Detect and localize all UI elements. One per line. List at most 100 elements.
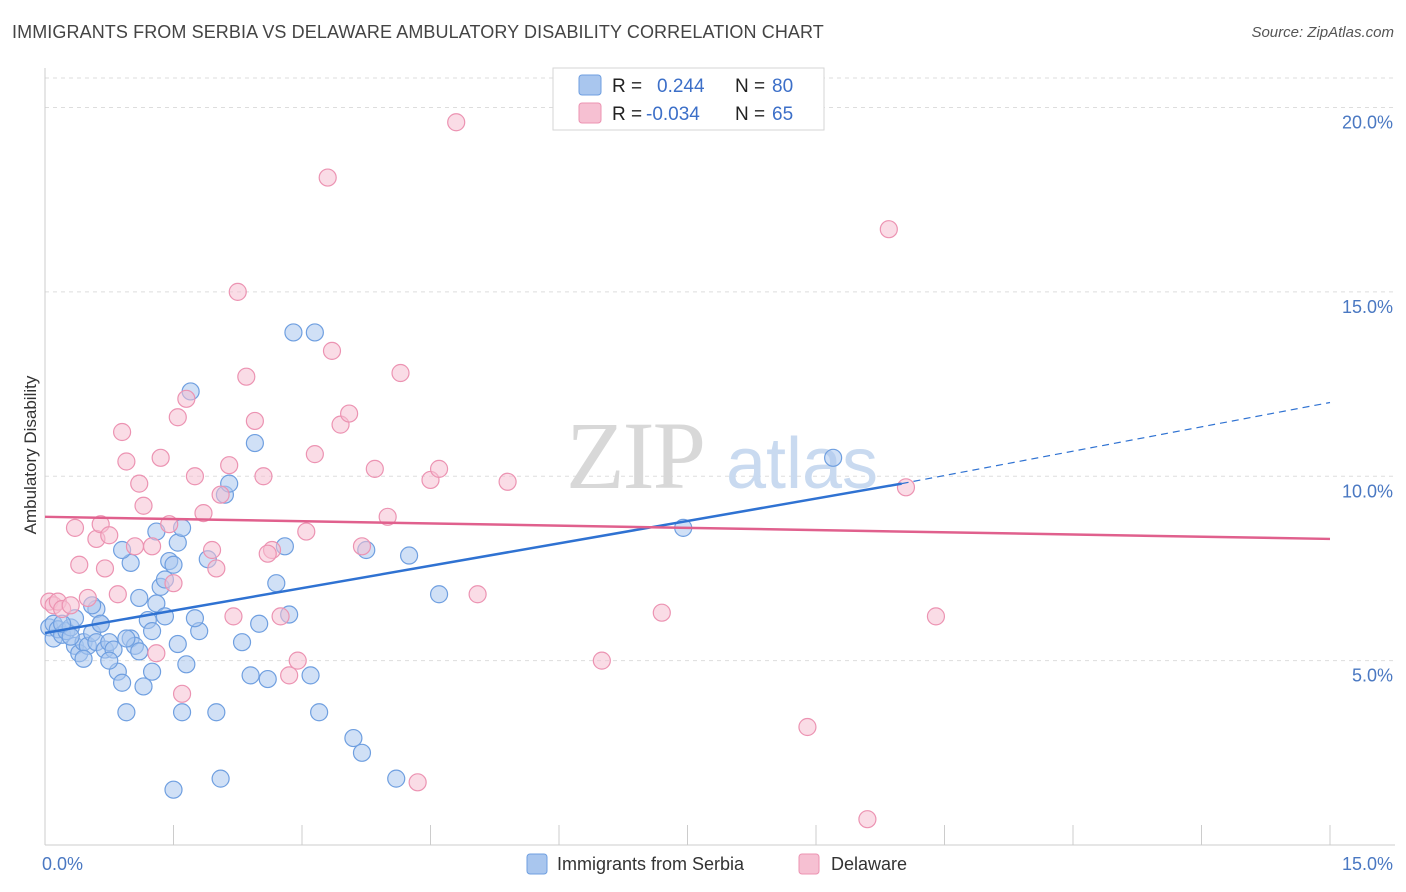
data-point-delaware	[207, 559, 226, 578]
trend-line-serbia-extension	[901, 401, 1331, 485]
data-point-delaware	[271, 607, 290, 626]
data-point-serbia	[164, 780, 183, 799]
data-point-serbia	[399, 546, 419, 565]
data-point-serbia	[142, 622, 162, 641]
data-point-serbia	[164, 555, 183, 574]
data-point-serbia	[100, 651, 119, 670]
data-point-delaware	[447, 113, 466, 132]
data-point-serbia	[245, 433, 264, 453]
data-point-delaware	[237, 367, 256, 386]
data-point-delaware	[280, 666, 299, 685]
data-point-serbia	[185, 609, 205, 628]
data-point-delaware	[202, 540, 222, 560]
data-point-delaware	[185, 467, 205, 486]
watermark: ZIP atlas	[566, 402, 878, 509]
data-point-serbia	[241, 666, 260, 685]
legend-n-value-serbia: 80	[772, 76, 793, 97]
data-point-serbia	[429, 585, 449, 604]
legend-swatch-serbia	[578, 74, 602, 96]
data-point-serbia	[168, 634, 187, 654]
tick-labels: 0.0% 15.0% 5.0% 10.0% 15.0% 20.0%	[42, 113, 1393, 875]
data-point-delaware	[224, 607, 243, 626]
data-point-serbia	[172, 703, 192, 722]
data-point-delaware	[926, 607, 946, 626]
data-point-serbia	[147, 594, 166, 613]
legend-r-label-delaware: R =	[612, 104, 642, 125]
data-point-delaware	[172, 684, 192, 703]
data-point-delaware	[352, 537, 372, 556]
data-point-serbia	[177, 655, 196, 674]
data-point-delaware	[220, 456, 239, 475]
data-point-delaware	[164, 574, 183, 593]
data-point-delaware	[228, 282, 247, 301]
data-point-delaware	[322, 341, 342, 360]
data-point-serbia	[130, 642, 149, 661]
data-point-delaware	[879, 220, 898, 239]
axes	[44, 68, 1395, 846]
data-point-serbia	[824, 448, 843, 467]
data-point-delaware	[112, 422, 132, 442]
data-point-delaware	[258, 544, 277, 563]
data-point-serbia	[301, 666, 320, 685]
data-point-serbia	[305, 323, 324, 342]
data-point-delaware	[211, 485, 230, 504]
y-tick-label: 15.0%	[1342, 297, 1393, 317]
data-point-delaware	[245, 411, 264, 431]
data-point-delaware	[429, 459, 449, 478]
x-tick-label: 15.0%	[1342, 854, 1393, 874]
data-point-delaware	[391, 363, 410, 383]
data-point-serbia	[142, 662, 162, 681]
y-tick-label: 5.0%	[1352, 666, 1393, 686]
legend-r-value-delaware: -0.034	[646, 104, 700, 125]
legend-r-value-serbia: 0.244	[657, 76, 705, 97]
series-serbia-points	[40, 323, 843, 799]
data-point-serbia	[250, 614, 269, 633]
legend-swatch-delaware	[578, 102, 602, 124]
data-point-delaware	[378, 507, 397, 526]
data-point-serbia	[232, 633, 252, 652]
data-point-delaware	[117, 452, 136, 471]
data-point-serbia	[211, 769, 230, 788]
bottom-legend-swatch-delaware	[798, 853, 820, 875]
data-point-delaware	[177, 389, 196, 408]
bottom-legend-label-serbia: Immigrants from Serbia	[557, 854, 745, 874]
data-point-delaware	[134, 496, 153, 515]
data-point-serbia	[74, 649, 93, 668]
legend-n-label-serbia: N =	[735, 76, 765, 97]
series-delaware-points	[40, 113, 946, 829]
legend-n-label-delaware: N =	[735, 104, 765, 125]
series-legend: Immigrants from Serbia Delaware	[526, 853, 907, 875]
data-point-serbia	[117, 703, 136, 722]
legend-r-label-serbia: R =	[612, 76, 642, 97]
data-point-delaware	[340, 404, 359, 423]
data-point-serbia	[344, 728, 363, 748]
correlation-legend: R = 0.244 N = 80 R = -0.034 N = 65	[552, 67, 825, 131]
bottom-legend-label-delaware: Delaware	[831, 854, 907, 874]
data-point-delaware	[288, 651, 307, 670]
data-point-serbia	[258, 669, 277, 689]
chart-source: Source: ZipAtlas.com	[1251, 24, 1394, 41]
data-point-delaware	[70, 555, 89, 574]
data-point-serbia	[112, 673, 132, 692]
data-point-delaware	[108, 585, 127, 604]
data-point-delaware	[798, 717, 817, 737]
bottom-legend-swatch-serbia	[526, 853, 548, 875]
data-point-delaware	[365, 459, 384, 478]
data-point-delaware	[168, 408, 187, 427]
x-tick-label: 0.0%	[42, 854, 83, 874]
data-point-delaware	[858, 810, 877, 829]
data-point-serbia	[121, 553, 140, 573]
data-point-delaware	[297, 522, 316, 541]
data-point-delaware	[896, 478, 916, 497]
data-point-delaware	[652, 603, 671, 622]
data-point-serbia	[310, 703, 329, 722]
data-point-delaware	[194, 504, 213, 523]
data-point-serbia	[267, 574, 286, 593]
data-point-delaware	[498, 472, 517, 491]
legend-n-value-delaware: 65	[772, 104, 793, 125]
data-point-serbia	[207, 703, 226, 722]
data-point-delaware	[408, 773, 427, 792]
watermark-atlas: atlas	[726, 424, 878, 504]
data-point-serbia	[117, 629, 136, 648]
